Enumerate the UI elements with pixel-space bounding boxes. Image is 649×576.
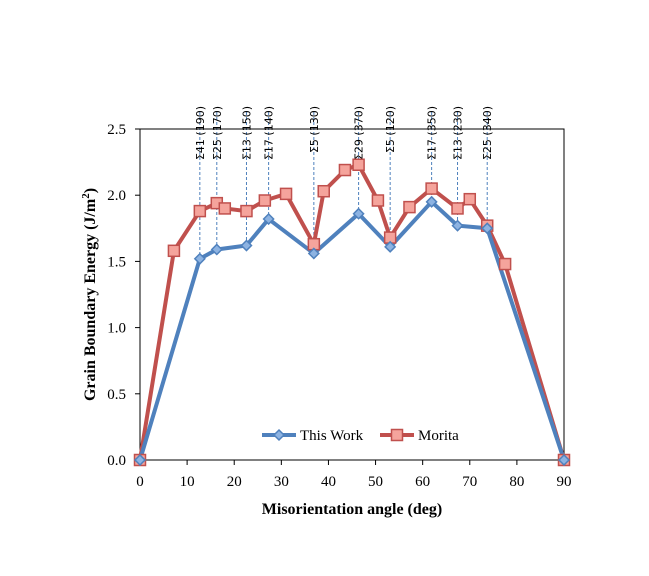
sigma-label: Σ13 (230) (452, 106, 465, 160)
point-morita (193, 204, 207, 218)
x-tick-label: 80 (509, 474, 524, 490)
legend-this-work-marker (272, 428, 286, 442)
sigma-label: Σ29 (370) (353, 106, 366, 160)
y-tick-label: 1.0 (107, 321, 126, 337)
plot-area-frame (139, 128, 565, 461)
legend-morita-marker (390, 428, 404, 442)
point-this-work (210, 243, 223, 256)
x-tick-label: 30 (274, 474, 289, 490)
sigma-label: Σ17 (350) (426, 106, 439, 160)
point-morita (218, 202, 232, 215)
y-axis-title-main: Grain Boundary Energy (J/m (82, 198, 99, 401)
sigma-label: Σ25 (340) (481, 106, 494, 160)
y-tick-label: 0.0 (107, 453, 126, 469)
point-morita (451, 202, 464, 215)
point-morita (240, 204, 253, 218)
point-morita (317, 184, 330, 198)
y-tick-label: 2.5 (107, 122, 126, 138)
sigma-label: Σ41 (190) (194, 106, 207, 160)
y-axis-ticks: 0.0 0.5 1.0 1.5 2.0 2.5 (107, 122, 140, 469)
y-axis-title: Grain Boundary Energy (J/m2) (80, 188, 99, 401)
point-this-work (384, 240, 397, 253)
x-axis-title: Misorientation angle (deg) (262, 501, 442, 518)
x-tick-label: 0 (136, 474, 144, 490)
point-this-work (133, 453, 147, 467)
x-tick-label: 90 (557, 474, 572, 490)
point-morita (338, 163, 352, 177)
point-this-work (193, 252, 206, 265)
series-layer (133, 158, 571, 467)
x-tick-label: 70 (462, 474, 477, 490)
y-tick-label: 1.5 (107, 254, 126, 270)
x-tick-label: 60 (415, 474, 430, 490)
x-tick-label: 10 (180, 474, 195, 490)
legend-this-work-label: This Work (300, 428, 364, 444)
point-this-work (481, 222, 494, 235)
point-this-work (262, 212, 275, 226)
sigma-label: Σ5 (120) (384, 106, 397, 153)
y-tick-label: 2.0 (107, 188, 126, 204)
x-tick-label: 50 (368, 474, 383, 490)
point-this-work (557, 453, 571, 467)
x-axis-ticks: 0 10 20 30 40 50 60 70 80 90 (136, 460, 572, 490)
point-morita (167, 244, 181, 258)
legend: This Work Morita (262, 428, 459, 444)
point-this-work (307, 247, 320, 260)
point-this-work (240, 239, 253, 252)
point-this-work (352, 207, 365, 220)
point-this-work (451, 219, 464, 232)
x-tick-label: 20 (227, 474, 242, 490)
point-morita (403, 200, 416, 214)
point-this-work (425, 195, 438, 208)
point-morita (371, 194, 385, 207)
y-axis-title-superscript: 2 (80, 193, 92, 199)
series-line-this-work (138, 199, 566, 461)
point-morita (279, 187, 293, 201)
point-morita (258, 194, 272, 207)
y-axis-title-end: ) (82, 188, 99, 193)
point-morita (463, 192, 477, 206)
sigma-label: Σ25 (170) (211, 106, 224, 160)
point-morita (352, 158, 365, 171)
legend-morita-label: Morita (418, 428, 459, 444)
sigma-label: Σ17 (140) (263, 106, 276, 160)
point-morita (425, 182, 438, 195)
point-morita (498, 257, 512, 271)
y-tick-label: 0.5 (107, 387, 126, 403)
sigma-label: Σ5 (130) (308, 106, 321, 153)
sigma-label: Σ13 (150) (240, 106, 253, 160)
x-tick-label: 40 (321, 474, 336, 490)
